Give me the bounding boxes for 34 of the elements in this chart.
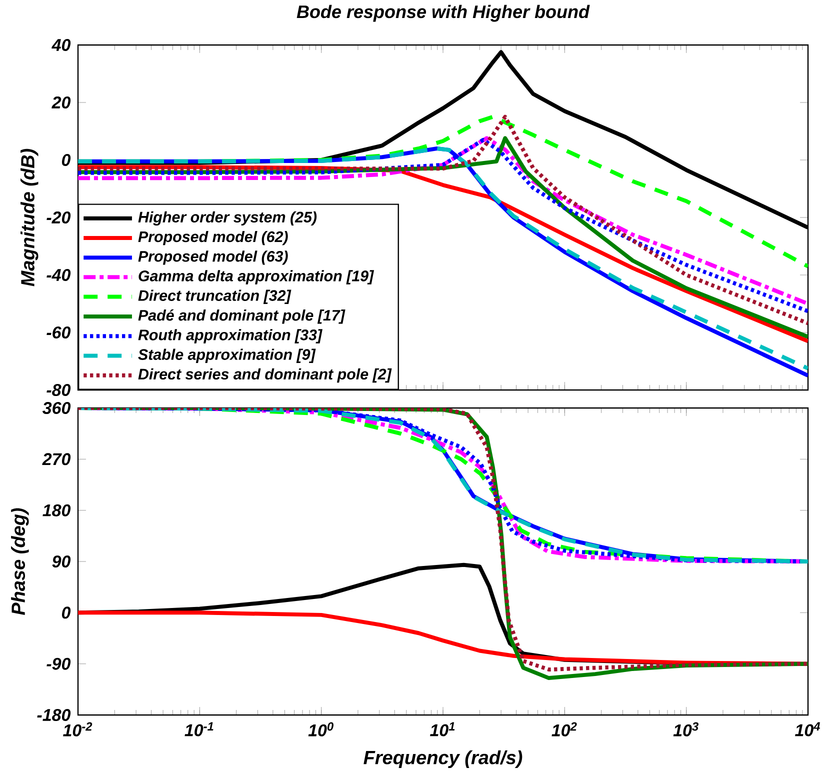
- legend-label: Higher order system (25): [138, 211, 317, 226]
- y-tick-label: 0: [62, 154, 71, 166]
- legend-label: Proposed model (62): [138, 230, 288, 246]
- x-axis-title: Frequency (rad/s): [364, 750, 522, 768]
- y-tick-label: 20: [52, 96, 71, 108]
- x-tick-label: 10$^{0}$: [308, 722, 334, 736]
- y-tick-label: 0: [62, 606, 71, 619]
- x-tick-label: 10$^{1}$: [430, 722, 455, 736]
- x-tick-label: 10$^{3}$: [673, 722, 698, 736]
- legend-label: Routh approximation [33]: [138, 329, 322, 344]
- chart-title: Bode response with Higher bound: [296, 4, 590, 22]
- legend-label: Direct series and dominant pole [2]: [138, 368, 392, 383]
- y-tick-label: -80: [46, 384, 71, 396]
- y-tick-label: 270: [42, 453, 71, 466]
- y-tick-label: -180: [37, 708, 71, 722]
- y-tick-label: 90: [52, 555, 71, 568]
- x-tick-label: 10$^{-1}$: [184, 722, 214, 736]
- legend-label: Proposed model (63): [138, 250, 288, 265]
- legend-label: Direct truncation [32]: [138, 290, 292, 304]
- legend-label: Stable approximation [9]: [138, 348, 316, 363]
- y-tick-label: -40: [46, 268, 71, 281]
- y-axis-title: Magnitude (dB): [20, 148, 38, 286]
- y-tick-label: 40: [52, 38, 71, 51]
- legend-label: Gamma delta approximation [19]: [138, 270, 374, 284]
- y-tick-label: 180: [42, 504, 71, 516]
- legend-label: Padé and dominant pole [17]: [138, 309, 346, 324]
- x-tick-label: 10$^{-2}$: [63, 722, 92, 736]
- y-tick-label: 360: [42, 402, 71, 414]
- x-tick-label: 10$^{4}$: [795, 722, 820, 736]
- y-tick-label: -90: [46, 658, 71, 670]
- y-axis-title: Phase (deg): [11, 508, 29, 615]
- y-tick-label: -20: [46, 211, 71, 224]
- x-tick-label: 10$^{2}$: [552, 722, 577, 736]
- y-tick-label: -60: [46, 326, 71, 339]
